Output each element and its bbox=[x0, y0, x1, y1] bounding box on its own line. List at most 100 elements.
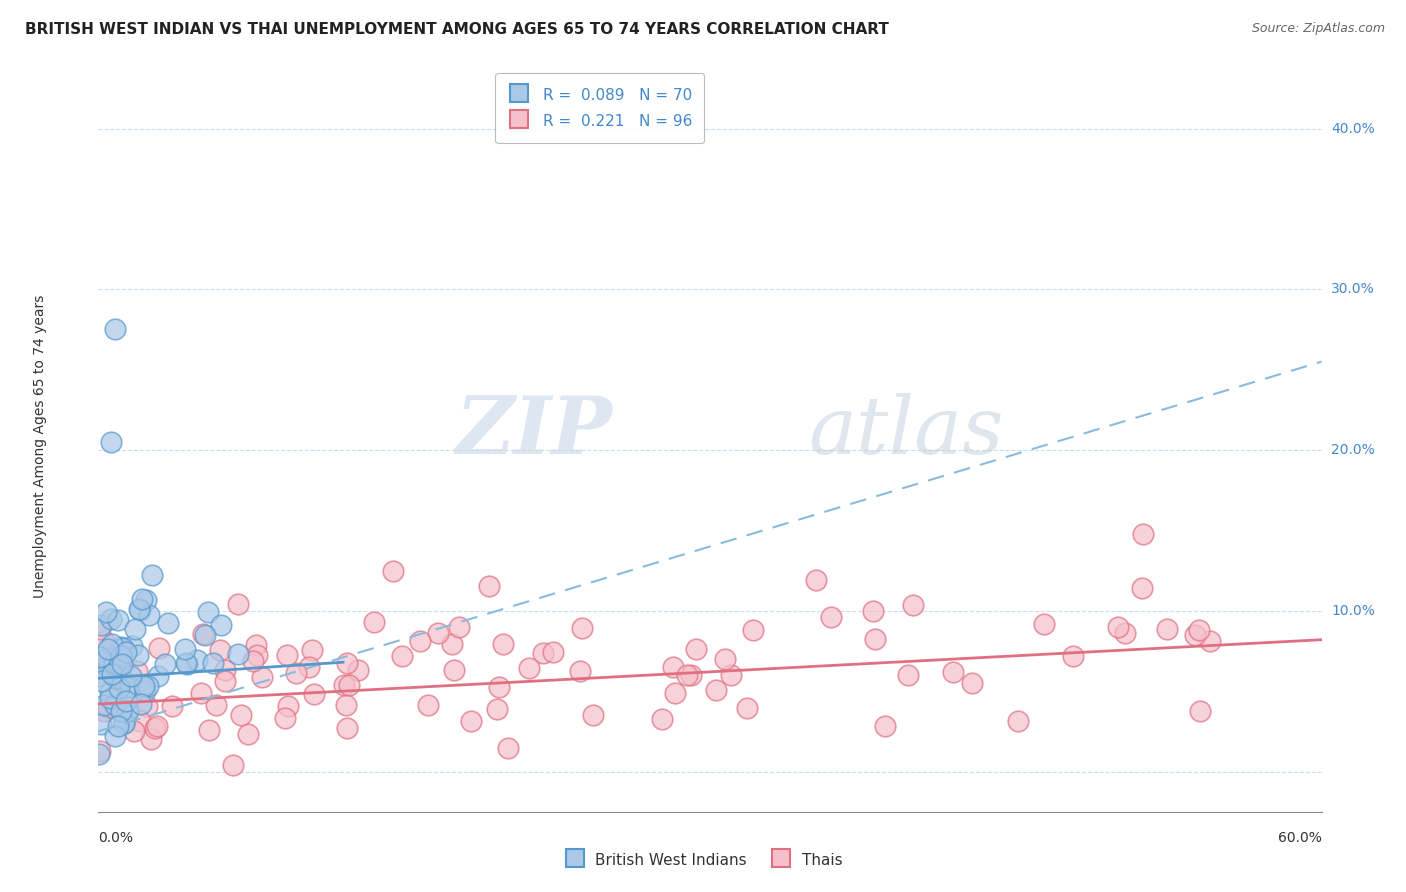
Point bbox=[276, 648, 298, 663]
Point bbox=[875, 718, 897, 732]
Point bbox=[97, 657, 120, 671]
Point bbox=[148, 640, 170, 655]
Point bbox=[1062, 649, 1084, 664]
Point bbox=[108, 673, 131, 688]
Point bbox=[685, 642, 707, 657]
Point bbox=[104, 322, 127, 336]
Point bbox=[209, 617, 232, 632]
Point bbox=[198, 723, 221, 737]
Point bbox=[103, 656, 125, 670]
Point bbox=[391, 648, 413, 663]
Point bbox=[98, 691, 121, 706]
Point bbox=[460, 714, 482, 728]
Point bbox=[122, 723, 145, 738]
Point bbox=[443, 663, 465, 677]
Point bbox=[89, 747, 111, 762]
Point bbox=[176, 657, 198, 671]
Point bbox=[486, 702, 509, 716]
Point bbox=[174, 642, 197, 657]
Point bbox=[93, 704, 115, 718]
Point bbox=[127, 648, 149, 662]
Point bbox=[498, 740, 520, 755]
Point bbox=[250, 670, 273, 684]
Point bbox=[363, 615, 385, 630]
Point bbox=[222, 758, 245, 772]
Text: Source: ZipAtlas.com: Source: ZipAtlas.com bbox=[1251, 22, 1385, 36]
Point bbox=[1032, 616, 1054, 631]
Point bbox=[1107, 620, 1129, 634]
Point bbox=[897, 668, 920, 682]
Point bbox=[205, 698, 228, 712]
Point bbox=[105, 666, 128, 681]
Point bbox=[93, 634, 115, 648]
Point bbox=[214, 673, 236, 688]
Point bbox=[1130, 582, 1153, 596]
Point bbox=[651, 712, 673, 726]
Point bbox=[146, 719, 169, 733]
Point bbox=[714, 652, 737, 666]
Point bbox=[582, 708, 605, 723]
Point bbox=[93, 698, 115, 713]
Point bbox=[242, 654, 264, 668]
Point bbox=[129, 603, 152, 617]
Text: 10.0%: 10.0% bbox=[1331, 604, 1375, 618]
Point bbox=[246, 648, 269, 662]
Point bbox=[382, 564, 405, 578]
Point bbox=[720, 668, 742, 682]
Point bbox=[336, 722, 359, 736]
Text: BRITISH WEST INDIAN VS THAI UNEMPLOYMENT AMONG AGES 65 TO 74 YEARS CORRELATION C: BRITISH WEST INDIAN VS THAI UNEMPLOYMENT… bbox=[25, 22, 889, 37]
Point bbox=[94, 605, 117, 619]
Point bbox=[112, 716, 135, 731]
Point bbox=[335, 698, 357, 712]
Point bbox=[141, 568, 163, 582]
Point bbox=[194, 628, 217, 642]
Point bbox=[942, 665, 965, 680]
Point bbox=[146, 668, 169, 682]
Point bbox=[704, 683, 727, 698]
Point bbox=[681, 668, 703, 682]
Point bbox=[302, 687, 325, 701]
Point bbox=[298, 660, 321, 674]
Point bbox=[107, 613, 129, 627]
Text: 30.0%: 30.0% bbox=[1331, 282, 1375, 296]
Point bbox=[1188, 704, 1211, 718]
Point bbox=[118, 680, 141, 694]
Point bbox=[1184, 628, 1206, 642]
Text: 20.0%: 20.0% bbox=[1331, 443, 1375, 457]
Point bbox=[87, 669, 110, 683]
Point bbox=[337, 678, 360, 692]
Point bbox=[91, 674, 114, 689]
Point bbox=[117, 704, 139, 718]
Point bbox=[100, 434, 122, 449]
Point bbox=[114, 680, 136, 694]
Point bbox=[416, 698, 439, 713]
Point bbox=[136, 698, 159, 713]
Point bbox=[664, 686, 686, 700]
Point bbox=[571, 622, 593, 636]
Point bbox=[806, 574, 828, 588]
Point bbox=[735, 700, 758, 714]
Point bbox=[111, 672, 134, 686]
Point bbox=[229, 707, 252, 722]
Point bbox=[162, 698, 184, 713]
Point bbox=[127, 664, 149, 678]
Point bbox=[427, 626, 450, 640]
Text: 60.0%: 60.0% bbox=[1278, 831, 1322, 845]
Point bbox=[111, 657, 134, 672]
Point bbox=[101, 666, 124, 681]
Point bbox=[865, 632, 887, 646]
Point bbox=[90, 617, 112, 632]
Point bbox=[129, 714, 152, 729]
Point bbox=[107, 719, 129, 733]
Point bbox=[676, 667, 699, 681]
Point bbox=[112, 641, 135, 656]
Text: 0.0%: 0.0% bbox=[98, 831, 134, 845]
Point bbox=[517, 661, 540, 675]
Point bbox=[120, 669, 142, 683]
Text: atlas: atlas bbox=[808, 392, 1004, 470]
Point bbox=[156, 615, 179, 630]
Point bbox=[277, 699, 299, 714]
Point bbox=[226, 597, 249, 611]
Point bbox=[274, 711, 297, 725]
Point bbox=[124, 622, 146, 636]
